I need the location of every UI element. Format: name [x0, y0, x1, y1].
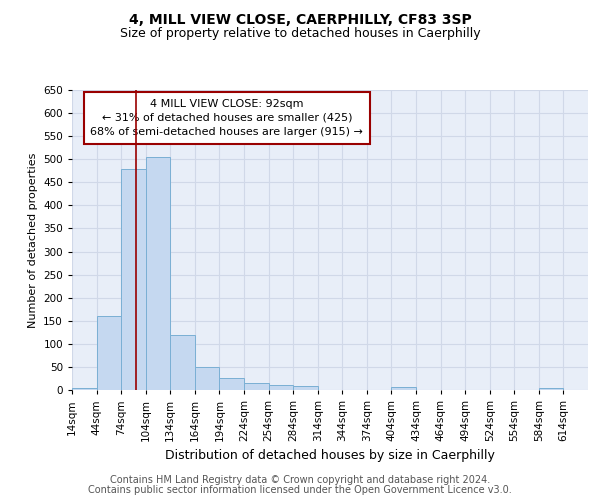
X-axis label: Distribution of detached houses by size in Caerphilly: Distribution of detached houses by size … [165, 450, 495, 462]
Text: 4, MILL VIEW CLOSE, CAERPHILLY, CF83 3SP: 4, MILL VIEW CLOSE, CAERPHILLY, CF83 3SP [128, 12, 472, 26]
Bar [195, 367, 220, 390]
Bar [391, 387, 416, 390]
Y-axis label: Number of detached properties: Number of detached properties [28, 152, 38, 328]
Text: Size of property relative to detached houses in Caerphilly: Size of property relative to detached ho… [119, 28, 481, 40]
Bar [72, 388, 97, 390]
Bar [121, 170, 146, 390]
Bar [244, 383, 269, 390]
Bar [97, 316, 121, 390]
Text: Contains HM Land Registry data © Crown copyright and database right 2024.: Contains HM Land Registry data © Crown c… [110, 475, 490, 485]
Bar [539, 388, 563, 390]
Text: Contains public sector information licensed under the Open Government Licence v3: Contains public sector information licen… [88, 485, 512, 495]
Bar [220, 378, 244, 390]
Bar [269, 386, 293, 390]
Bar [146, 157, 170, 390]
Bar [293, 386, 318, 390]
Text: 4 MILL VIEW CLOSE: 92sqm
← 31% of detached houses are smaller (425)
68% of semi-: 4 MILL VIEW CLOSE: 92sqm ← 31% of detach… [91, 99, 363, 137]
Bar [170, 334, 195, 390]
